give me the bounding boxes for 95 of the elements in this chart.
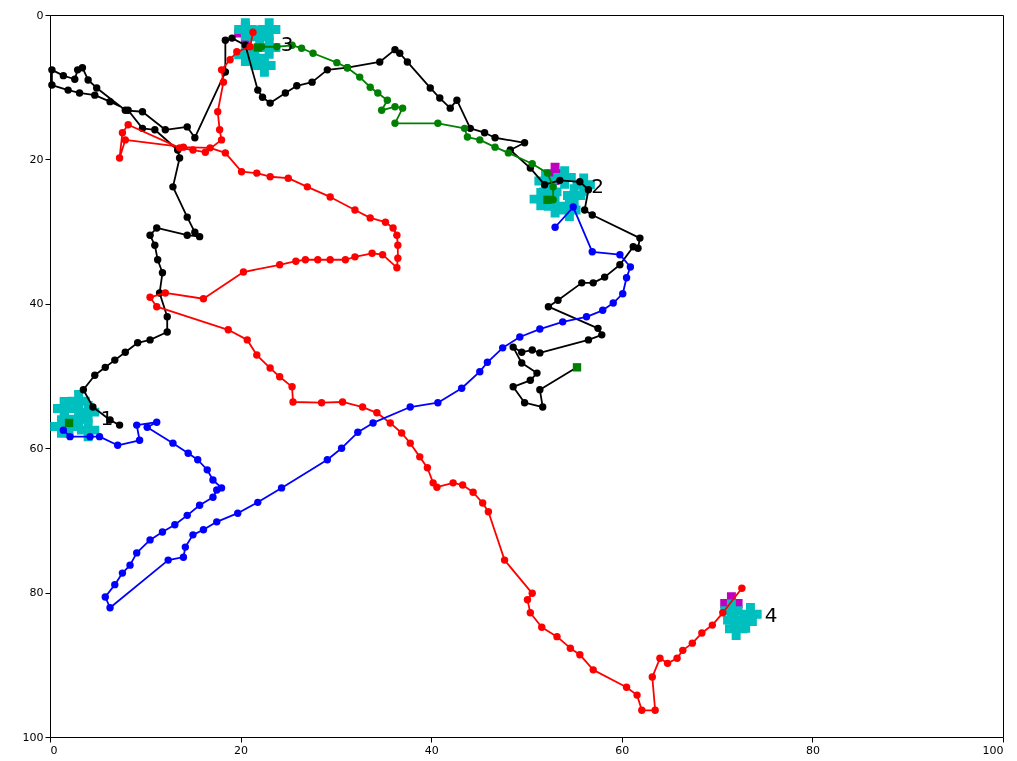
point bbox=[64, 418, 74, 428]
point bbox=[209, 476, 217, 484]
annotation: 2 bbox=[591, 173, 605, 198]
x-tick-label: 0 bbox=[50, 743, 58, 757]
point bbox=[213, 518, 221, 526]
point bbox=[189, 531, 197, 539]
point bbox=[528, 160, 536, 168]
point bbox=[536, 325, 544, 333]
point bbox=[111, 580, 119, 589]
point bbox=[463, 133, 472, 141]
point bbox=[434, 119, 442, 127]
point bbox=[277, 484, 286, 492]
point bbox=[516, 333, 524, 341]
point bbox=[95, 432, 104, 441]
point bbox=[369, 419, 377, 427]
point bbox=[406, 403, 414, 411]
point bbox=[619, 289, 627, 298]
y-tick-label: 80 bbox=[29, 586, 44, 600]
point bbox=[59, 426, 68, 434]
point bbox=[153, 418, 161, 426]
point bbox=[133, 549, 141, 557]
x-tick-label: 60 bbox=[615, 743, 630, 757]
point bbox=[582, 313, 591, 321]
point bbox=[143, 423, 151, 431]
point bbox=[146, 536, 154, 544]
point bbox=[588, 248, 596, 256]
point bbox=[333, 58, 341, 67]
point bbox=[549, 183, 557, 191]
point bbox=[391, 119, 399, 127]
point bbox=[234, 509, 242, 517]
point bbox=[616, 251, 624, 259]
point bbox=[434, 399, 442, 407]
point bbox=[457, 384, 466, 392]
point bbox=[158, 528, 167, 536]
point bbox=[273, 43, 281, 51]
y-tick-label: 40 bbox=[29, 297, 44, 311]
point bbox=[106, 604, 114, 612]
point bbox=[101, 593, 109, 601]
point bbox=[209, 493, 217, 501]
point bbox=[622, 274, 631, 282]
point bbox=[126, 561, 134, 569]
point bbox=[460, 124, 469, 133]
point bbox=[181, 543, 190, 551]
point bbox=[323, 456, 332, 464]
point bbox=[253, 43, 262, 52]
x-tick-label: 40 bbox=[424, 743, 439, 757]
point bbox=[133, 421, 141, 429]
point bbox=[559, 318, 567, 326]
point bbox=[254, 498, 262, 507]
point bbox=[199, 526, 208, 534]
point bbox=[213, 486, 221, 494]
point bbox=[476, 136, 484, 144]
x-tick-label: 20 bbox=[234, 743, 249, 757]
point bbox=[164, 556, 172, 564]
point bbox=[374, 89, 382, 97]
point bbox=[258, 18, 281, 41]
point bbox=[609, 299, 617, 307]
y-tick-label: 100 bbox=[22, 730, 44, 744]
point bbox=[366, 83, 374, 91]
point bbox=[203, 466, 211, 474]
y-tick-label: 0 bbox=[36, 8, 44, 22]
x-tick-label: 80 bbox=[805, 743, 820, 757]
point bbox=[337, 444, 346, 452]
point bbox=[118, 569, 127, 577]
point bbox=[86, 432, 94, 441]
point bbox=[297, 44, 306, 52]
point bbox=[551, 223, 559, 231]
point bbox=[169, 439, 177, 447]
y-tick-label: 60 bbox=[29, 441, 44, 455]
point bbox=[491, 143, 499, 151]
point bbox=[356, 73, 364, 81]
x-tick-label: 100 bbox=[982, 743, 1004, 757]
point bbox=[543, 195, 552, 205]
point bbox=[354, 428, 362, 437]
point bbox=[398, 104, 407, 112]
point bbox=[183, 511, 191, 520]
annotation: 4 bbox=[764, 603, 778, 628]
point bbox=[135, 436, 144, 444]
point bbox=[195, 501, 204, 509]
point bbox=[626, 263, 635, 271]
point bbox=[171, 521, 179, 529]
point bbox=[476, 367, 484, 376]
point bbox=[483, 358, 492, 366]
point bbox=[309, 49, 317, 57]
y-tick-label: 20 bbox=[29, 152, 44, 166]
point bbox=[66, 432, 74, 441]
point bbox=[383, 96, 392, 104]
point bbox=[377, 106, 386, 114]
point bbox=[599, 306, 607, 314]
point bbox=[194, 456, 202, 464]
point bbox=[391, 102, 399, 111]
point bbox=[184, 449, 192, 457]
point bbox=[113, 441, 122, 450]
point bbox=[179, 553, 188, 561]
point bbox=[498, 344, 507, 352]
